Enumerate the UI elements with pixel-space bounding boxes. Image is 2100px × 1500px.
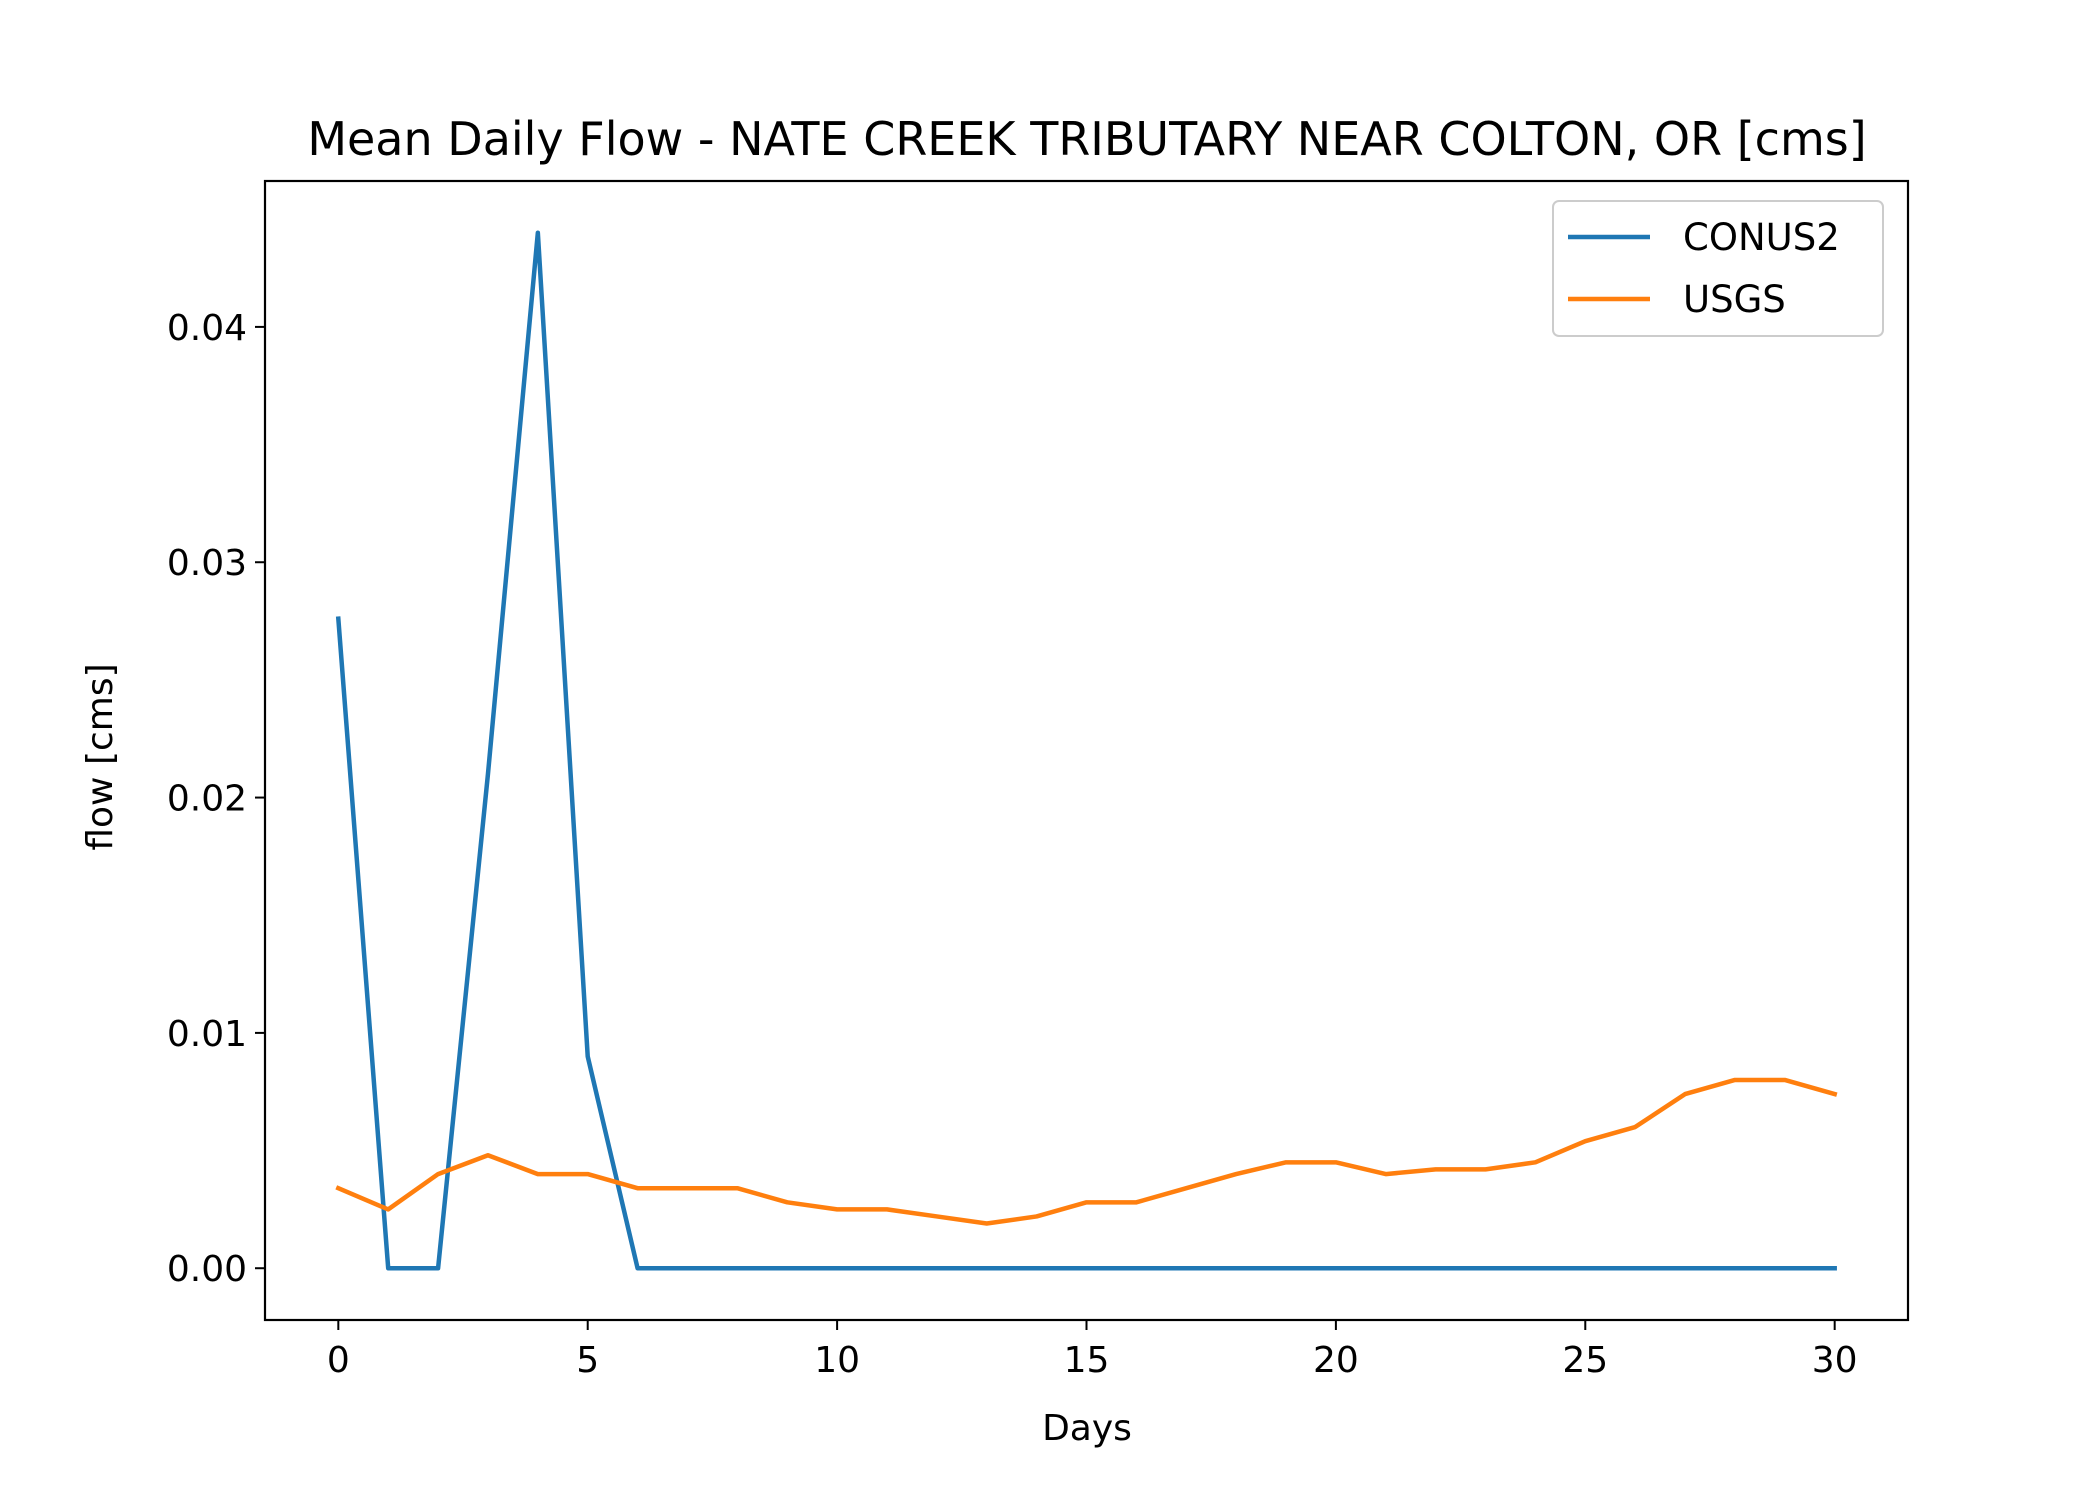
legend-label-conus2: CONUS2 [1683, 216, 1840, 259]
x-tick-label: 15 [1064, 1340, 1110, 1381]
x-tick-label: 10 [814, 1340, 860, 1381]
x-tick-label: 20 [1313, 1340, 1359, 1381]
plot-area: 0 5 10 15 20 25 30 0.00 0.01 0.02 0.03 0.04 CONUS2 US… [167, 179, 1910, 1381]
y-axis-label: flow [cms] [80, 663, 121, 850]
x-tick-label: 5 [576, 1340, 599, 1381]
y-tick-label: 0.02 [167, 779, 247, 820]
x-tick-label: 30 [1812, 1340, 1858, 1381]
y-tick-label: 0.00 [167, 1249, 247, 1290]
legend: CONUS2 USGS [1552, 200, 1884, 337]
y-tick-label: 0.04 [167, 308, 247, 349]
x-tick-label: 0 [327, 1340, 350, 1381]
legend-label-usgs: USGS [1683, 278, 1786, 321]
series-line-conus2 [335, 230, 1837, 1271]
x-tick-label: 25 [1562, 1340, 1608, 1381]
chart-title: Mean Daily Flow - NATE CREEK TRIBUTARY N… [307, 112, 1866, 166]
series-line-usgs [335, 1077, 1838, 1226]
y-tick-label: 0.03 [167, 543, 247, 584]
x-axis-label: Days [1042, 1408, 1132, 1449]
y-tick-label: 0.01 [167, 1014, 247, 1055]
